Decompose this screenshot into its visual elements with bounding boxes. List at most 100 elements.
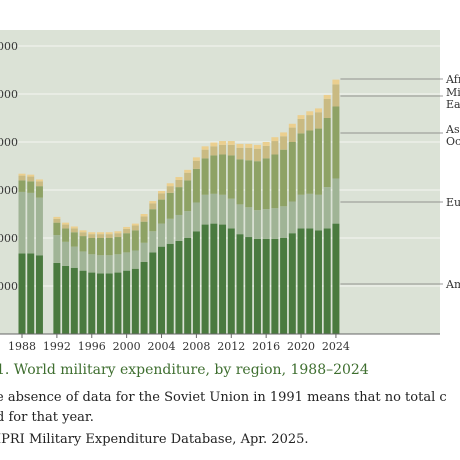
y-tick-label: 000 [0,232,18,245]
bar-segment [280,149,288,207]
bar-segment [332,178,340,224]
series-label: Eas [446,98,460,111]
x-tick-label: 1988 [8,340,36,353]
bar-segment [271,137,279,142]
bar-segment [245,143,253,148]
bar-segment [219,141,227,145]
series-label: Mid [446,86,460,99]
bar-segment [62,241,70,266]
bar-segment [175,187,183,215]
bar-segment [123,233,131,253]
bar-segment [158,223,166,247]
bar-segment [297,118,305,134]
bar-segment [210,155,218,194]
bar-segment [219,154,227,195]
bar-segment [288,123,296,128]
bar-segment [192,202,200,232]
bar-segment [27,253,35,334]
bar-segment [280,136,288,150]
bar-segment [131,223,139,226]
bar-segment [27,174,35,177]
bar-segment [314,128,322,195]
bar-segment [262,158,270,210]
bar-segment [27,181,35,193]
bar-segment [219,144,227,155]
bar-segment [166,186,174,193]
bar-segment [149,209,157,232]
bar-segment [314,230,322,334]
bar-segment [131,250,139,269]
bar-segment [236,143,244,148]
caption-source: IPRI Military Expenditure Database, Apr.… [0,432,309,447]
bar-segment [210,193,218,224]
bar-segment [79,232,87,237]
bar-segment [70,232,78,247]
bar-segment [192,168,200,203]
bar-segment [149,231,157,253]
series-label: Oce [446,135,460,148]
bar-segment [245,147,253,161]
bar-segment [35,181,43,187]
bar-segment [140,216,148,222]
bar-segment [306,228,314,334]
series-label: Asi [445,123,460,136]
bar-segment [140,221,148,243]
bar-segment [280,238,288,334]
bar-segment [70,267,78,334]
caption-note-line-1: e absence of data for the Soviet Union i… [0,390,447,405]
bar-segment [105,273,113,334]
bar-segment [306,193,314,229]
bar-segment [96,273,104,334]
bar-segment [18,175,26,181]
caption-title: 1. World military expenditure, by region… [0,362,369,378]
bar-segment [323,118,331,188]
bar-segment [236,147,244,160]
bar-segment [184,211,192,238]
bar-segment [18,253,26,334]
bar-segment [140,242,148,262]
bar-segment [323,98,331,118]
bar-segment [306,115,314,131]
bar-segment [253,210,261,239]
bar-segment [158,193,166,200]
bar-segment [332,84,340,107]
bar-segment [123,226,131,229]
bar-segment [27,192,35,254]
bar-segment [149,252,157,334]
bar-segment [314,194,322,231]
bar-segment [219,194,227,225]
bar-segment [105,234,113,238]
bar-segment [53,222,61,236]
bar-segment [166,192,174,219]
series-label: Am [445,278,460,291]
bar-segment [306,111,314,116]
bar-segment [262,238,270,334]
bar-segment [201,146,209,150]
bar-segment [314,108,322,113]
bar-segment [314,112,322,129]
bar-segment [105,255,113,274]
bar-segment [192,231,200,334]
bar-segment [288,233,296,334]
bar-segment [323,187,331,229]
bar-segment [18,173,26,176]
bar-segment [175,179,183,188]
bar-segment [245,160,253,208]
bar-segment [201,224,209,334]
bar-segment [262,209,270,239]
bar-segment [114,254,122,273]
bar-segment [236,204,244,235]
bar-segment [245,207,253,238]
bar-segment [271,141,279,155]
bar-segment [297,228,305,334]
series-label: Afr [445,73,460,86]
x-tick-label: 1996 [78,340,106,353]
bar-segment [166,243,174,334]
bar-segment [280,206,288,238]
bar-segment [288,201,296,234]
bar-segment [288,127,296,142]
y-tick-label: 000 [0,280,18,293]
x-tick-label: 2008 [182,340,210,353]
bar-segment [62,228,70,242]
